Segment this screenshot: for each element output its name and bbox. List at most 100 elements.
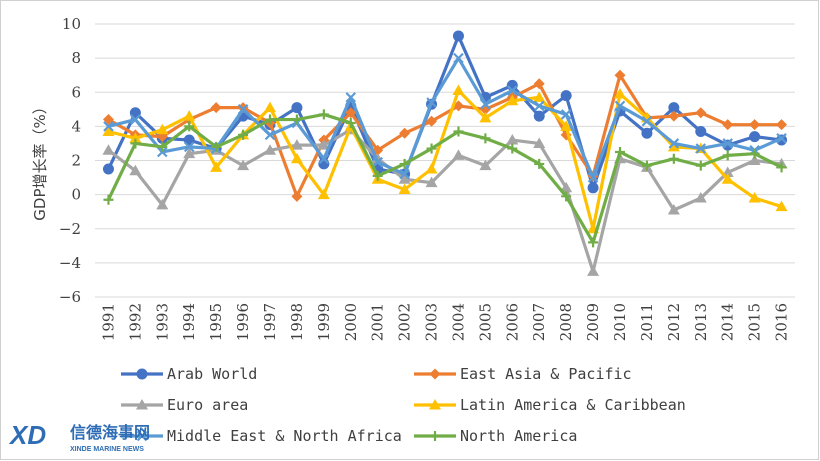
data-point bbox=[695, 143, 707, 154]
data-point bbox=[156, 198, 169, 210]
y-axis-label: GDP增长率（%） bbox=[31, 99, 49, 220]
y-tick-label: 0 bbox=[71, 186, 81, 204]
data-point bbox=[238, 129, 249, 140]
data-point bbox=[265, 114, 275, 125]
data-point bbox=[480, 133, 491, 144]
y-tick-label: 10 bbox=[62, 15, 81, 33]
legend-label: North America bbox=[460, 427, 577, 445]
data-point bbox=[156, 123, 169, 135]
y-tick-label: 4 bbox=[71, 117, 81, 135]
y-tick-label: 6 bbox=[71, 83, 81, 101]
watermark: XD 信德海事网 XINDE MARINE NEWS bbox=[8, 420, 150, 453]
data-point bbox=[776, 162, 787, 173]
data-point bbox=[587, 182, 599, 194]
data-point bbox=[587, 265, 600, 276]
series-line bbox=[107, 128, 782, 274]
series-1 bbox=[102, 69, 788, 202]
legend-label: Euro area bbox=[167, 396, 248, 414]
x-tick-label: 2006 bbox=[503, 303, 521, 341]
series-line bbox=[107, 112, 783, 244]
data-point bbox=[264, 144, 276, 155]
data-point bbox=[183, 110, 196, 121]
data-point bbox=[183, 147, 196, 159]
data-point bbox=[318, 158, 330, 170]
data-point bbox=[615, 146, 625, 157]
series-line bbox=[107, 73, 782, 198]
svg-text:XD: XD bbox=[8, 420, 46, 450]
data-point bbox=[668, 138, 680, 149]
x-axis-ticks: 1991 1992 1993 1994 1995 1996 1997 1998 1999 2000… bbox=[99, 303, 790, 341]
data-point bbox=[506, 134, 519, 145]
x-tick-label: 2005 bbox=[476, 303, 494, 341]
data-point bbox=[667, 140, 680, 152]
data-point bbox=[507, 85, 518, 96]
data-point bbox=[264, 129, 276, 141]
data-point bbox=[721, 173, 734, 184]
x-tick-label: 1997 bbox=[261, 303, 279, 341]
data-point bbox=[748, 192, 761, 203]
data-point bbox=[453, 126, 464, 137]
x-tick-label: 1994 bbox=[180, 303, 198, 341]
y-tick-label: 2 bbox=[71, 152, 81, 170]
data-point bbox=[695, 125, 707, 137]
x-tick-label: 2001 bbox=[369, 303, 387, 341]
x-tick-label: 2014 bbox=[719, 303, 737, 341]
data-point bbox=[479, 111, 492, 123]
data-point bbox=[291, 102, 303, 114]
legend-marker bbox=[136, 399, 148, 410]
x-tick-label: 1999 bbox=[315, 303, 333, 341]
data-point bbox=[184, 121, 195, 132]
legend-marker bbox=[429, 399, 441, 410]
data-point bbox=[399, 127, 411, 139]
data-point bbox=[183, 134, 195, 146]
data-point bbox=[641, 160, 652, 171]
data-point bbox=[318, 153, 330, 165]
x-tick-label: 2000 bbox=[342, 303, 360, 341]
legend-item-2: Euro area bbox=[121, 396, 248, 414]
x-tick-label: 2010 bbox=[611, 303, 629, 341]
y-tick-label: −6 bbox=[59, 288, 81, 306]
data-point bbox=[506, 79, 518, 91]
data-point bbox=[533, 91, 546, 102]
data-point bbox=[290, 139, 303, 150]
legend-marker bbox=[136, 430, 148, 442]
legend: Arab World East Asia & Pacific Euro area La… bbox=[121, 365, 686, 445]
legend-item-5: North America bbox=[414, 427, 577, 445]
data-point bbox=[129, 132, 142, 143]
legend-label: Middle East & North Africa bbox=[167, 427, 402, 445]
data-point bbox=[588, 237, 599, 248]
data-point bbox=[398, 173, 411, 184]
legend-marker bbox=[429, 368, 441, 380]
data-point bbox=[210, 102, 222, 114]
data-point bbox=[694, 192, 707, 203]
data-point bbox=[345, 117, 356, 128]
legend-item-3: Latin America & Caribbean bbox=[414, 396, 686, 414]
data-point bbox=[749, 148, 760, 159]
x-tick-label: 2009 bbox=[584, 303, 602, 341]
data-point bbox=[291, 190, 303, 202]
data-point bbox=[399, 158, 410, 169]
x-tick-label: 2015 bbox=[746, 303, 764, 341]
x-tick-label: 2002 bbox=[396, 303, 414, 341]
data-point bbox=[748, 154, 761, 165]
watermark-cn: 信德海事网 bbox=[70, 423, 150, 442]
data-point bbox=[614, 87, 626, 99]
y-axis-ticks: −6 −4 −2 0 2 4 6 8 10 bbox=[59, 15, 81, 306]
data-point bbox=[130, 138, 141, 149]
data-point bbox=[102, 163, 114, 175]
x-tick-label: 2003 bbox=[423, 303, 441, 341]
data-point bbox=[641, 127, 653, 139]
data-point bbox=[533, 110, 545, 122]
data-point bbox=[533, 137, 546, 148]
data-point bbox=[560, 109, 572, 120]
x-tick-label: 1995 bbox=[207, 303, 225, 341]
series-line bbox=[108, 88, 783, 231]
data-point bbox=[587, 172, 599, 183]
legend-item-0: Arab World bbox=[121, 365, 257, 383]
data-point bbox=[157, 146, 168, 158]
x-tick-label: 1991 bbox=[99, 303, 117, 341]
x-tick-label: 2016 bbox=[773, 303, 791, 341]
legend-marker bbox=[136, 368, 148, 380]
x-tick-label: 2008 bbox=[557, 303, 575, 341]
data-point bbox=[452, 149, 465, 160]
